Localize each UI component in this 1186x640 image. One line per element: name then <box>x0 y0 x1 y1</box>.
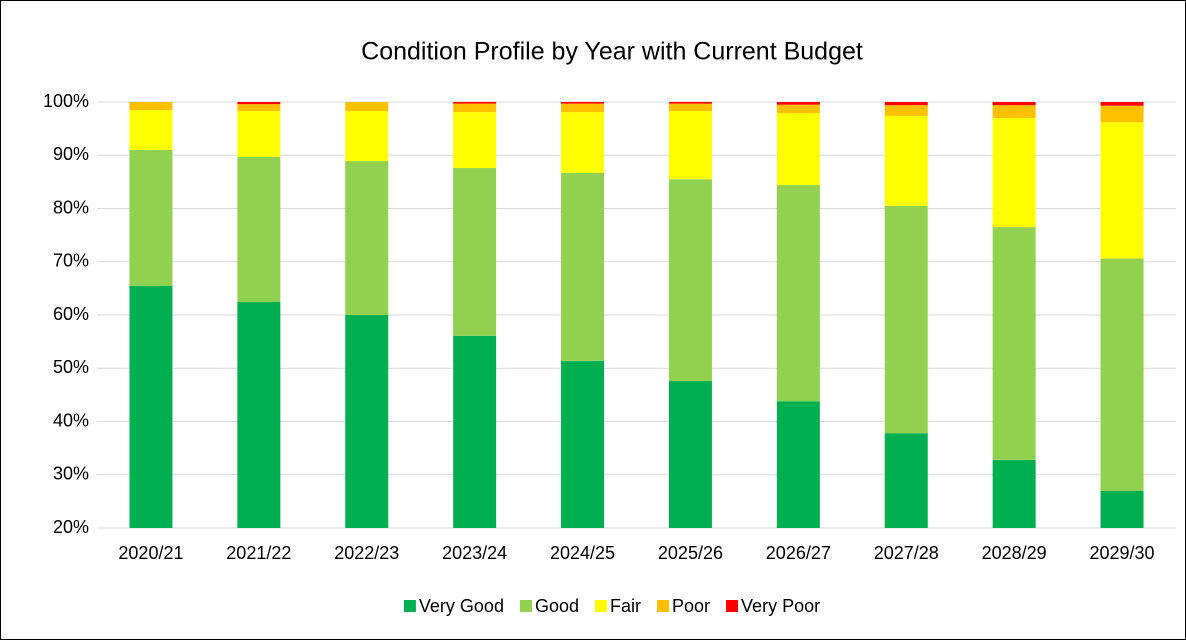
bar-segment <box>1100 105 1144 123</box>
x-tick-label: 2025/26 <box>658 543 723 563</box>
legend-swatch <box>726 600 739 612</box>
bar-segment <box>237 111 281 157</box>
bar-segment <box>776 185 820 402</box>
bar-segment <box>668 102 712 104</box>
y-tick-label: 50% <box>53 357 89 377</box>
bar-segment <box>237 301 281 528</box>
x-tick-label: 2029/30 <box>1090 543 1155 563</box>
bar-segment <box>992 102 1036 106</box>
bar-segment <box>1100 122 1144 259</box>
legend-swatch <box>403 600 416 612</box>
bar-segment <box>237 156 281 302</box>
x-tick-label: 2022/23 <box>334 543 399 563</box>
x-tick-label: 2027/28 <box>874 543 939 563</box>
bar-segment <box>561 172 605 361</box>
x-tick-label: 2020/21 <box>118 543 183 563</box>
legend-label: Very Poor <box>741 596 820 616</box>
bar-segment <box>561 112 605 173</box>
legend-label: Good <box>535 596 579 616</box>
bar-segment <box>668 111 712 180</box>
bar-segment <box>884 433 928 528</box>
y-tick-label: 40% <box>53 410 89 430</box>
bar-segment <box>1100 258 1144 491</box>
bar-segment <box>776 104 820 114</box>
bar-segment <box>992 459 1036 528</box>
legend-label: Fair <box>610 596 641 616</box>
bar-segment <box>776 401 820 528</box>
bar-segment <box>776 102 820 105</box>
bar-segment <box>453 335 497 528</box>
bar-segment <box>453 102 497 104</box>
bar-segment <box>561 102 605 104</box>
bar-segment <box>129 102 173 110</box>
legend-swatch <box>657 600 670 612</box>
y-tick-label: 80% <box>53 197 89 217</box>
bar-segment <box>453 168 497 336</box>
legend-label: Poor <box>672 596 710 616</box>
y-tick-label: 20% <box>53 517 89 537</box>
bar-segment <box>129 109 173 150</box>
bar-segment <box>129 149 173 286</box>
bar-segment <box>453 112 497 169</box>
bar-segment <box>237 102 281 105</box>
y-tick-label: 30% <box>53 464 89 484</box>
legend-swatch <box>595 600 608 612</box>
bar-segment <box>992 105 1036 118</box>
legend-swatch <box>519 600 532 612</box>
bar-segment <box>1100 102 1144 106</box>
x-tick-label: 2026/27 <box>766 543 831 563</box>
bar-segment <box>668 179 712 382</box>
bar-segment <box>884 115 928 206</box>
bar-segment <box>884 205 928 434</box>
y-tick-label: 90% <box>53 144 89 164</box>
bar-segment <box>561 360 605 528</box>
bar-segment <box>992 117 1036 228</box>
x-tick-label: 2028/29 <box>982 543 1047 563</box>
bar-segment <box>345 161 389 315</box>
legend-label: Very Good <box>419 596 504 616</box>
y-tick-label: 70% <box>53 251 89 271</box>
bar-segment <box>992 227 1036 460</box>
bar-segment <box>345 315 389 528</box>
x-tick-label: 2024/25 <box>550 543 615 563</box>
bar-segment <box>776 113 820 186</box>
x-tick-label: 2023/24 <box>442 543 507 563</box>
bar-segment <box>561 103 605 113</box>
x-tick-label: 2021/22 <box>226 543 291 563</box>
bar-segment <box>453 103 497 113</box>
bar-segment <box>884 102 928 106</box>
bar-segment <box>129 285 173 528</box>
y-tick-label: 60% <box>53 304 89 324</box>
bar-segment <box>1100 490 1144 528</box>
bar-segment <box>668 381 712 528</box>
bar-segment <box>884 105 928 116</box>
bar-segment <box>668 103 712 112</box>
bar-segment <box>345 111 389 162</box>
y-tick-label: 100% <box>43 91 89 111</box>
bar-segment <box>345 102 389 112</box>
chart-title: Condition Profile by Year with Current B… <box>361 38 863 66</box>
bar-segment <box>237 104 281 112</box>
